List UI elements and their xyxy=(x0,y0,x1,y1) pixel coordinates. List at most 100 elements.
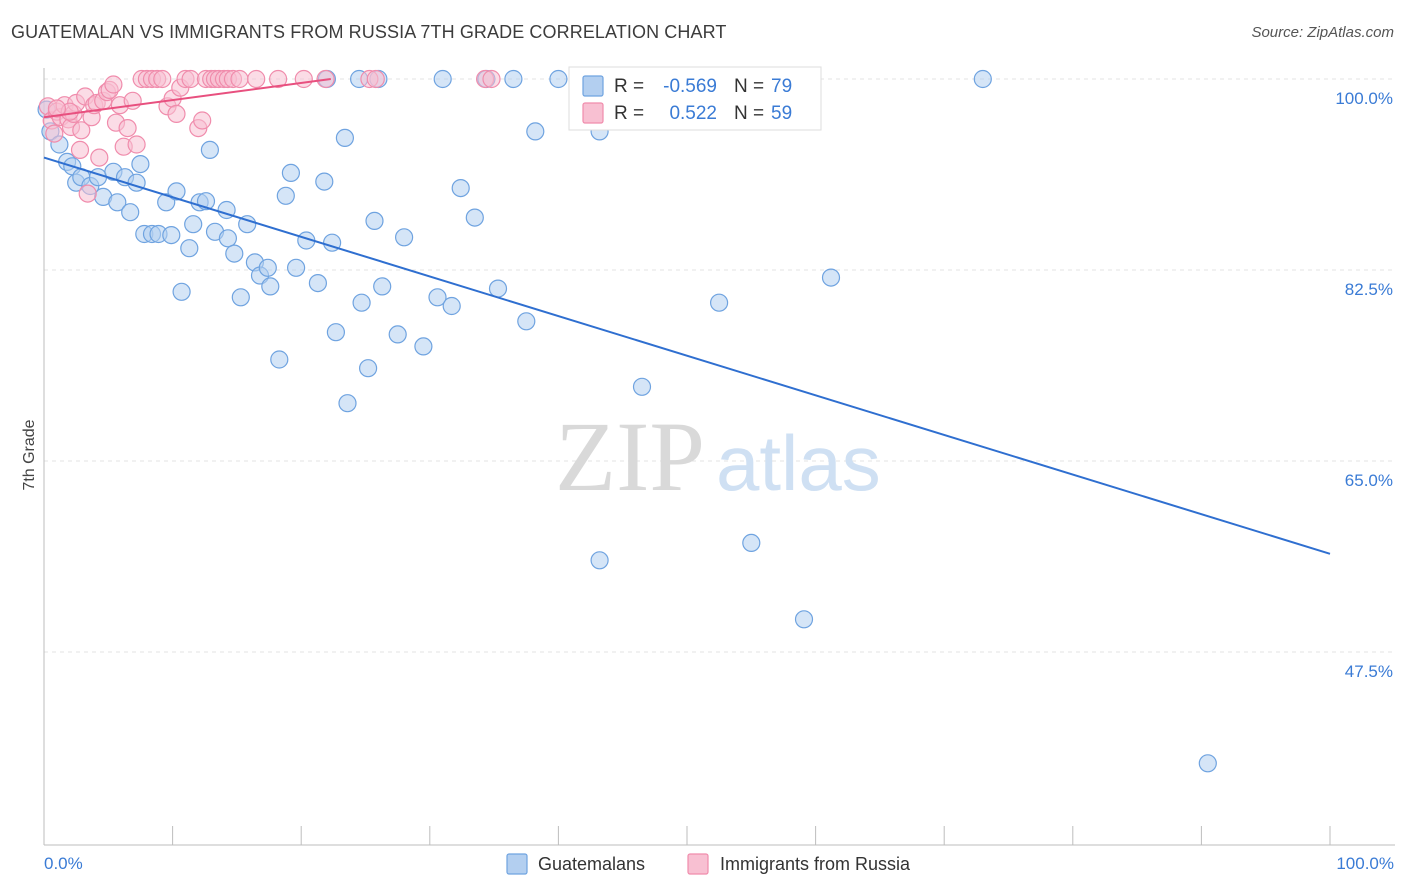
data-point xyxy=(352,293,371,312)
data-point xyxy=(308,274,327,293)
data-point xyxy=(281,163,300,182)
stats-r-value-1: 0.522 xyxy=(669,103,717,124)
stats-n-value-0: 79 xyxy=(771,76,792,97)
legend-label-guatemalans[interactable]: Guatemalans xyxy=(538,854,645,874)
stats-r-label-1: R = xyxy=(614,103,644,124)
trend-lines xyxy=(43,78,1331,555)
data-point xyxy=(121,203,140,222)
legend-label-russia[interactable]: Immigrants from Russia xyxy=(720,854,911,874)
data-point xyxy=(326,323,345,342)
data-point xyxy=(335,128,354,147)
data-point xyxy=(433,69,452,89)
y-tick-label: 47.5% xyxy=(1345,662,1393,681)
data-point xyxy=(162,226,181,245)
data-point xyxy=(465,208,484,227)
data-point xyxy=(373,277,392,296)
data-point xyxy=(180,239,199,258)
data-point xyxy=(181,69,200,89)
data-point xyxy=(973,69,992,89)
data-point xyxy=(488,279,508,298)
data-point xyxy=(88,168,108,187)
data-point xyxy=(388,325,407,344)
legend-swatch-guatemalans[interactable] xyxy=(506,853,528,875)
data-point xyxy=(247,69,266,89)
data-point xyxy=(78,184,97,203)
data-point xyxy=(269,69,288,89)
data-point xyxy=(127,135,146,154)
data-point xyxy=(365,211,384,230)
data-point xyxy=(287,258,306,277)
data-point xyxy=(238,215,257,234)
watermark-atlas: atlas xyxy=(716,419,881,507)
y-axis-label: 7th Grade xyxy=(21,419,38,490)
series-guatemalans xyxy=(37,69,1217,773)
data-point xyxy=(338,394,357,413)
chart-title: GUATEMALAN VS IMMIGRANTS FROM RUSSIA 7TH… xyxy=(11,22,727,42)
data-point xyxy=(108,193,127,212)
stats-r-value-0: -0.569 xyxy=(663,76,717,97)
data-point xyxy=(131,155,150,174)
data-point xyxy=(153,69,172,89)
stats-n-label-0: N = xyxy=(734,76,764,97)
data-point xyxy=(451,179,470,198)
data-point xyxy=(590,551,609,570)
stats-n-value-1: 59 xyxy=(771,103,792,124)
stats-r-label-0: R = xyxy=(614,76,644,97)
data-point xyxy=(104,75,123,94)
y-tick-label: 65.0% xyxy=(1345,471,1393,490)
series-immigrants-from-russia xyxy=(38,69,501,203)
data-point xyxy=(526,122,545,141)
data-point xyxy=(482,69,501,89)
trend-line-1 xyxy=(43,78,331,119)
data-point xyxy=(70,140,90,159)
data-point xyxy=(709,293,729,312)
x-tick-label-min: 0.0% xyxy=(44,854,83,873)
data-point xyxy=(231,288,250,307)
data-point xyxy=(359,359,378,378)
data-point xyxy=(395,228,414,247)
y-tick-label: 100.0% xyxy=(1335,89,1393,108)
data-point xyxy=(184,215,203,234)
watermark: ZIP atlas xyxy=(555,401,881,512)
y-tick-label: 82.5% xyxy=(1345,280,1393,299)
source-label: Source: ZipAtlas.com xyxy=(1251,24,1394,41)
data-point xyxy=(72,121,91,140)
legend-swatch-russia[interactable] xyxy=(687,853,709,875)
data-point xyxy=(1198,754,1217,773)
data-point xyxy=(167,104,186,124)
data-point xyxy=(118,119,137,138)
data-point xyxy=(172,282,191,301)
data-point xyxy=(47,99,67,118)
series-legend: Guatemalans Immigrants from Russia xyxy=(506,853,911,875)
data-point xyxy=(632,377,652,396)
data-point xyxy=(504,69,523,89)
data-point xyxy=(517,312,536,331)
data-point xyxy=(258,258,277,277)
stats-n-label-1: N = xyxy=(734,103,764,124)
data-point xyxy=(270,350,289,369)
stats-legend-box xyxy=(568,66,822,131)
data-point xyxy=(90,148,109,167)
data-point xyxy=(193,111,212,130)
data-point xyxy=(428,288,447,307)
data-point xyxy=(414,337,433,356)
data-point xyxy=(366,69,385,89)
stats-swatch-russia xyxy=(582,102,604,124)
stats-legend: R = -0.569 N = 79 R = 0.522 N = 59 xyxy=(568,66,822,131)
stats-swatch-guatemalans xyxy=(582,75,604,97)
data-point xyxy=(742,533,761,553)
data-point xyxy=(549,69,568,89)
data-point xyxy=(294,69,313,89)
watermark-zip: ZIP xyxy=(555,401,705,512)
trend-line-0 xyxy=(43,156,1331,555)
data-point xyxy=(167,182,186,201)
data-point xyxy=(218,229,237,248)
data-point xyxy=(261,277,280,296)
y-tick-labels: 100.0% 82.5% 65.0% 47.5% xyxy=(1335,89,1393,681)
data-point xyxy=(821,268,841,287)
data-point xyxy=(794,610,814,629)
axes xyxy=(43,68,1395,846)
data-point xyxy=(276,186,295,205)
data-point xyxy=(225,244,244,263)
